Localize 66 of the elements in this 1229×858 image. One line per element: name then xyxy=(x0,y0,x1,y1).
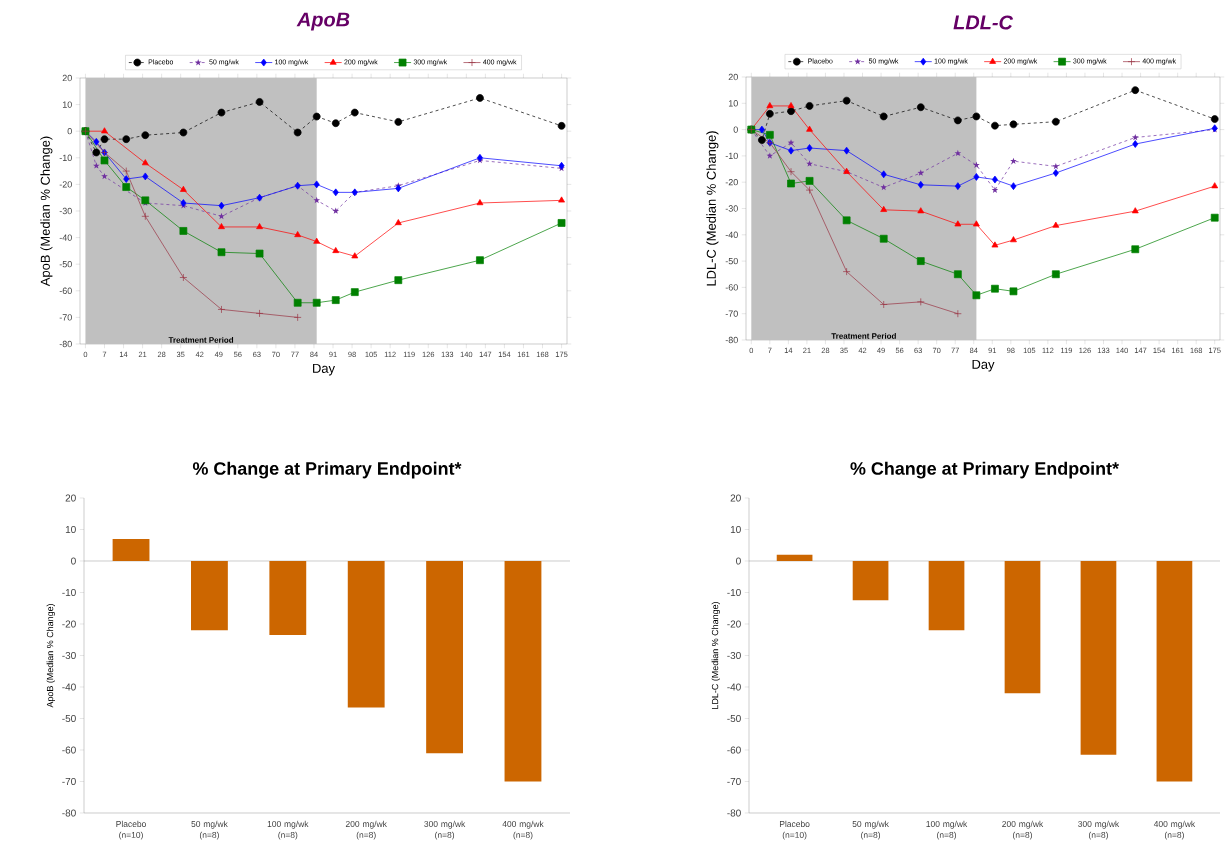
y-tick-label: -20 xyxy=(725,179,738,186)
x-axis-title: Day xyxy=(972,359,995,372)
y-tick-label: -70 xyxy=(727,777,741,786)
y-tick-label: -50 xyxy=(59,261,72,268)
x-axis-title: Day xyxy=(313,363,335,376)
y-tick-label: -20 xyxy=(727,620,741,628)
y-tick-label: 10 xyxy=(730,525,741,534)
y-tick-label: 20 xyxy=(728,73,738,81)
y-tick-label: -10 xyxy=(725,152,738,160)
x-tick-label: 300 mg/wk (n=8) xyxy=(424,820,466,840)
y-tick-label: 10 xyxy=(65,525,76,534)
y-tick-label: -60 xyxy=(727,746,741,754)
y-tick-label: -70 xyxy=(725,310,738,317)
y-tick-label: -30 xyxy=(725,205,738,212)
y-axis-title: ApoB (Median % Change) xyxy=(40,136,53,287)
x-tick-label: 50 mg/wk (n=8) xyxy=(191,820,228,840)
y-tick-label: 10 xyxy=(62,101,72,108)
y-axis-title: LDL-C (Median % Change) xyxy=(706,131,719,286)
y-tick-label: 0 xyxy=(736,557,741,565)
y-tick-label: 0 xyxy=(733,126,738,133)
chart-title: % Change at Primary Endpoint* xyxy=(850,461,1120,479)
chart-title: ApoB xyxy=(296,12,350,31)
y-tick-label: 0 xyxy=(71,557,76,565)
x-tick-label: 100 mg/wk (n=8) xyxy=(267,820,309,840)
x-tick-label: Placebo (n=10) xyxy=(116,820,146,840)
y-tick-label: 0 xyxy=(67,128,72,135)
y-tick-label: -60 xyxy=(59,287,72,294)
y-tick-label: -40 xyxy=(59,234,72,241)
y-tick-label: -50 xyxy=(62,714,76,723)
y-tick-label: -40 xyxy=(62,683,76,691)
y-tick-label: -20 xyxy=(59,181,72,188)
y-tick-label: 10 xyxy=(728,100,738,107)
y-tick-label: -80 xyxy=(59,340,72,348)
y-axis-title: ApoB (Median % Change) xyxy=(46,603,55,708)
y-axis-title: LDL-C (Median % Change) xyxy=(711,602,720,709)
y-tick-label: 20 xyxy=(62,74,72,82)
y-tick-label: -20 xyxy=(62,620,76,628)
x-tick-label: 300 mg/wk (n=8) xyxy=(1078,820,1120,840)
x-tick-label: 200 mg/wk (n=8) xyxy=(345,820,387,840)
y-tick-label: -80 xyxy=(62,809,76,817)
y-tick-label: -10 xyxy=(59,154,72,161)
x-tick-label: 200 mg/wk (n=8) xyxy=(1002,820,1044,840)
y-tick-label: -40 xyxy=(727,683,741,691)
y-tick-label: -10 xyxy=(727,588,741,597)
y-tick-label: 20 xyxy=(65,494,76,502)
y-tick-label: -70 xyxy=(62,777,76,786)
x-tick-label: 400 mg/wk (n=8) xyxy=(1153,820,1196,840)
y-tick-label: -50 xyxy=(727,714,741,723)
x-tick-label: 100 mg/wk (n=8) xyxy=(926,820,968,840)
x-tick-label: 50 mg/wk (n=8) xyxy=(852,820,889,840)
y-tick-label: -50 xyxy=(725,257,738,265)
y-tick-label: -60 xyxy=(725,284,738,291)
chart-title: % Change at Primary Endpoint* xyxy=(192,461,462,479)
y-tick-label: -30 xyxy=(727,651,741,660)
x-tick-label: Placebo (n=10) xyxy=(779,820,810,840)
y-tick-label: -80 xyxy=(727,809,741,817)
x-tick-label: 400 mg/wk (n=8) xyxy=(502,820,544,840)
y-tick-label: -60 xyxy=(62,746,76,754)
y-tick-label: -80 xyxy=(725,336,738,344)
y-tick-label: -70 xyxy=(59,314,72,321)
y-tick-label: -30 xyxy=(59,207,72,215)
chart-title: LDL-C xyxy=(953,15,1014,30)
y-tick-label: -40 xyxy=(725,231,738,238)
y-tick-label: -10 xyxy=(62,588,76,597)
y-tick-label: 20 xyxy=(730,494,741,502)
y-tick-label: -30 xyxy=(62,651,76,660)
